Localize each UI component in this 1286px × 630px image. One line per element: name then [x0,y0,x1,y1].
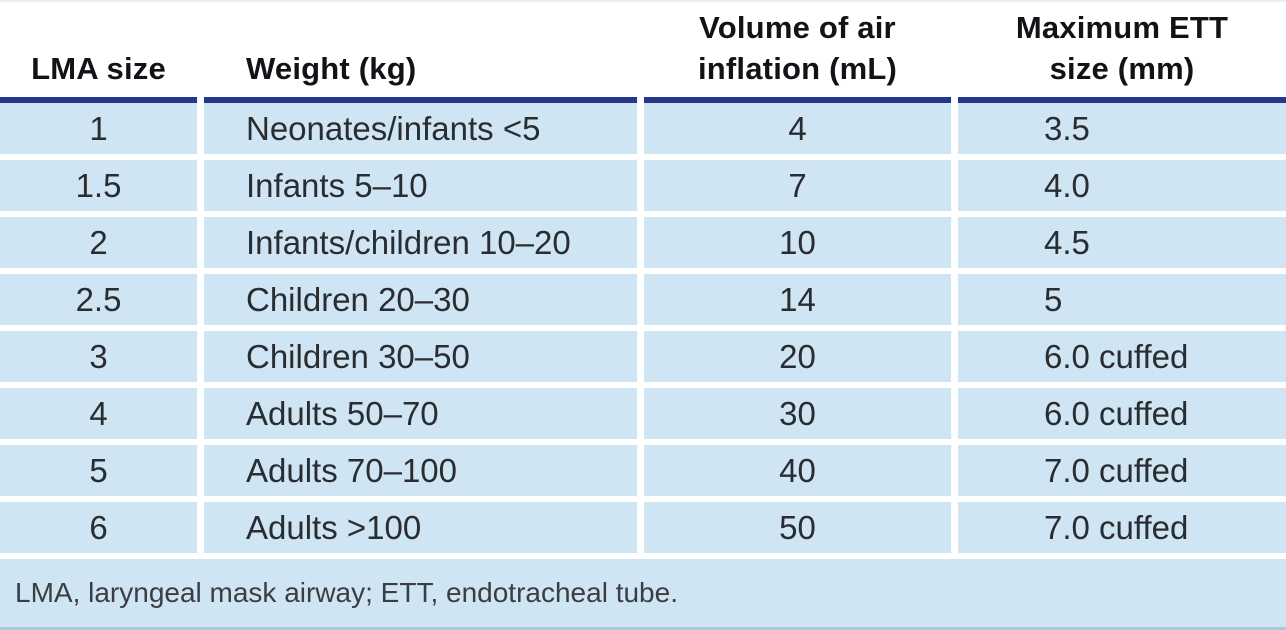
air-volume-cell: 10 [644,217,951,268]
lma-size-cell: 2.5 [0,274,197,325]
air-volume-cell: 14 [644,274,951,325]
weight-cell: Children 20–30 [204,274,637,325]
column-header-label: Volume of air inflation (mL) [697,10,898,86]
column-header-label: LMA size [31,51,166,86]
ett-size-cell: 7.0 cuffed [958,445,1286,496]
ett-size-cell: 4.5 [958,217,1286,268]
lma-size-cell: 3 [0,331,197,382]
ett-size-cell: 7.0 cuffed [958,502,1286,553]
ett-size-cell: 6.0 cuffed [958,388,1286,439]
weight-cell: Children 30–50 [204,331,637,382]
weight-cell: Adults >100 [204,502,637,553]
lma-size-cell: 4 [0,388,197,439]
ett-size-cell: 3.5 [958,97,1286,154]
air-volume-cell: 30 [644,388,951,439]
weight-cell: Neonates/infants <5 [204,97,637,154]
column-header-air-volume: Volume of air inflation (mL) [644,2,951,91]
lma-size-cell: 6 [0,502,197,553]
lma-size-cell: 1 [0,97,197,154]
lma-size-cell: 2 [0,217,197,268]
column-header-label: Weight (kg) [246,51,417,86]
weight-cell: Adults 50–70 [204,388,637,439]
weight-cell: Infants 5–10 [204,160,637,211]
column-header-label: Maximum ETT size (mm) [1015,10,1229,86]
table-footnote: LMA, laryngeal mask airway; ETT, endotra… [0,559,1286,630]
weight-cell: Infants/children 10–20 [204,217,637,268]
ett-size-cell: 6.0 cuffed [958,331,1286,382]
weight-cell: Adults 70–100 [204,445,637,496]
air-volume-cell: 50 [644,502,951,553]
air-volume-cell: 40 [644,445,951,496]
column-header-lma-size: LMA size [0,2,197,91]
air-volume-cell: 20 [644,331,951,382]
ett-size-cell: 4.0 [958,160,1286,211]
air-volume-cell: 7 [644,160,951,211]
column-header-max-ett: Maximum ETT size (mm) [958,2,1286,91]
air-volume-cell: 4 [644,97,951,154]
column-header-weight: Weight (kg) [204,2,637,91]
lma-size-cell: 5 [0,445,197,496]
ett-size-cell: 5 [958,274,1286,325]
lma-size-cell: 1.5 [0,160,197,211]
